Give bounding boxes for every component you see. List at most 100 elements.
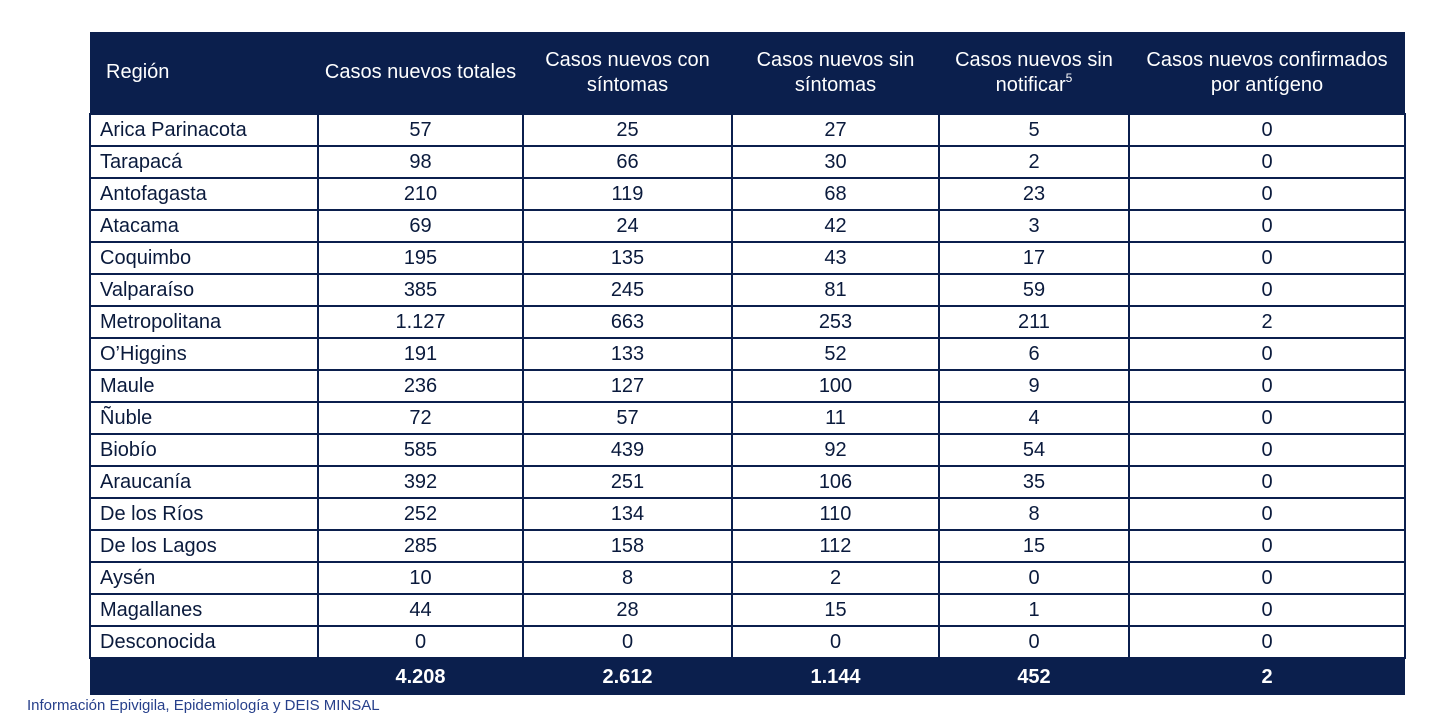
table-row: Aysén 10 8 2 0 0	[89, 561, 1406, 595]
unreported-cell: 17	[938, 241, 1130, 275]
symptomatic-cell: 24	[522, 209, 733, 243]
total-new-cases: 4.208	[318, 658, 523, 695]
asymptomatic-cell: 0	[731, 625, 940, 659]
table-row: Maule 236 127 100 9 0	[89, 369, 1406, 403]
asymptomatic-cell: 253	[731, 305, 940, 339]
unreported-cell: 6	[938, 337, 1130, 371]
symptomatic-cell: 245	[522, 273, 733, 307]
cases-by-region-table: Región Casos nuevos totales Casos nuevos…	[89, 32, 1406, 695]
antigen-cell: 0	[1128, 241, 1406, 275]
header-total-new-cases: Casos nuevos totales	[318, 32, 523, 114]
unreported-cell: 2	[938, 145, 1130, 179]
source-note: Información Epivigila, Epidemiología y D…	[27, 697, 380, 714]
asymptomatic-cell: 100	[731, 369, 940, 403]
unreported-cell: 5	[938, 113, 1130, 147]
region-name-cell: Magallanes	[89, 593, 319, 627]
region-name-cell: Araucanía	[89, 465, 319, 499]
table-row: Coquimbo 195 135 43 17 0	[89, 241, 1406, 275]
header-unreported-cases: Casos nuevos sin notificar5	[939, 32, 1129, 114]
antigen-cell: 2	[1128, 305, 1406, 339]
table-row: Atacama 69 24 42 3 0	[89, 209, 1406, 243]
unreported-cell: 35	[938, 465, 1130, 499]
table-row: O’Higgins 191 133 52 6 0	[89, 337, 1406, 371]
symptomatic-cell: 25	[522, 113, 733, 147]
total-unreported: 452	[939, 658, 1129, 695]
asymptomatic-cell: 52	[731, 337, 940, 371]
antigen-cell: 0	[1128, 337, 1406, 371]
region-name-cell: De los Lagos	[89, 529, 319, 563]
table-row: Desconocida 0 0 0 0 0	[89, 625, 1406, 659]
total-cases-cell: 98	[317, 145, 524, 179]
unreported-cell: 23	[938, 177, 1130, 211]
region-name-cell: Maule	[89, 369, 319, 403]
region-name-cell: Arica Parinacota	[89, 113, 319, 147]
symptomatic-cell: 158	[522, 529, 733, 563]
total-cases-cell: 585	[317, 433, 524, 467]
total-cases-cell: 252	[317, 497, 524, 531]
total-cases-cell: 385	[317, 273, 524, 307]
antigen-cell: 0	[1128, 625, 1406, 659]
unreported-cell: 0	[938, 625, 1130, 659]
region-name-cell: Coquimbo	[89, 241, 319, 275]
totals-row: 4.208 2.612 1.144 452 2	[90, 658, 1405, 695]
region-name-cell: Valparaíso	[89, 273, 319, 307]
table-row: Magallanes 44 28 15 1 0	[89, 593, 1406, 627]
antigen-cell: 0	[1128, 369, 1406, 403]
total-cases-cell: 57	[317, 113, 524, 147]
symptomatic-cell: 251	[522, 465, 733, 499]
symptomatic-cell: 8	[522, 561, 733, 595]
table-row: Ñuble 72 57 11 4 0	[89, 401, 1406, 435]
asymptomatic-cell: 42	[731, 209, 940, 243]
region-name-cell: Aysén	[89, 561, 319, 595]
region-name-cell: Tarapacá	[89, 145, 319, 179]
header-unreported-label: Casos nuevos sin notificar	[955, 48, 1113, 96]
table-row: Tarapacá 98 66 30 2 0	[89, 145, 1406, 179]
total-antigen: 2	[1129, 658, 1405, 695]
unreported-cell: 9	[938, 369, 1130, 403]
region-name-cell: De los Ríos	[89, 497, 319, 531]
asymptomatic-cell: 81	[731, 273, 940, 307]
total-label-cell	[90, 658, 318, 695]
antigen-cell: 0	[1128, 433, 1406, 467]
antigen-cell: 0	[1128, 529, 1406, 563]
region-name-cell: Desconocida	[89, 625, 319, 659]
total-cases-cell: 392	[317, 465, 524, 499]
symptomatic-cell: 663	[522, 305, 733, 339]
symptomatic-cell: 0	[522, 625, 733, 659]
asymptomatic-cell: 2	[731, 561, 940, 595]
unreported-cell: 59	[938, 273, 1130, 307]
asymptomatic-cell: 68	[731, 177, 940, 211]
total-cases-cell: 195	[317, 241, 524, 275]
table-row: Araucanía 392 251 106 35 0	[89, 465, 1406, 499]
total-cases-cell: 0	[317, 625, 524, 659]
asymptomatic-cell: 27	[731, 113, 940, 147]
unreported-cell: 54	[938, 433, 1130, 467]
total-symptomatic: 2.612	[523, 658, 732, 695]
symptomatic-cell: 439	[522, 433, 733, 467]
header-row: Región Casos nuevos totales Casos nuevos…	[90, 32, 1405, 114]
antigen-cell: 0	[1128, 561, 1406, 595]
region-name-cell: Biobío	[89, 433, 319, 467]
region-name-cell: Antofagasta	[89, 177, 319, 211]
region-name-cell: Metropolitana	[89, 305, 319, 339]
header-asymptomatic-cases: Casos nuevos sin síntomas	[732, 32, 939, 114]
symptomatic-cell: 57	[522, 401, 733, 435]
table-row: Biobío 585 439 92 54 0	[89, 433, 1406, 467]
table-row: Valparaíso 385 245 81 59 0	[89, 273, 1406, 307]
table-body: Arica Parinacota 57 25 27 5 0 Tarapacá 98 66 30 2 0…	[89, 113, 1406, 659]
total-cases-cell: 236	[317, 369, 524, 403]
symptomatic-cell: 119	[522, 177, 733, 211]
symptomatic-cell: 133	[522, 337, 733, 371]
table-row: Metropolitana 1.127 663 253 211 2	[89, 305, 1406, 339]
unreported-cell: 4	[938, 401, 1130, 435]
symptomatic-cell: 134	[522, 497, 733, 531]
total-cases-cell: 210	[317, 177, 524, 211]
antigen-cell: 0	[1128, 177, 1406, 211]
symptomatic-cell: 66	[522, 145, 733, 179]
total-cases-cell: 10	[317, 561, 524, 595]
antigen-cell: 0	[1128, 593, 1406, 627]
unreported-cell: 8	[938, 497, 1130, 531]
asymptomatic-cell: 92	[731, 433, 940, 467]
antigen-cell: 0	[1128, 273, 1406, 307]
table-row: De los Lagos 285 158 112 15 0	[89, 529, 1406, 563]
